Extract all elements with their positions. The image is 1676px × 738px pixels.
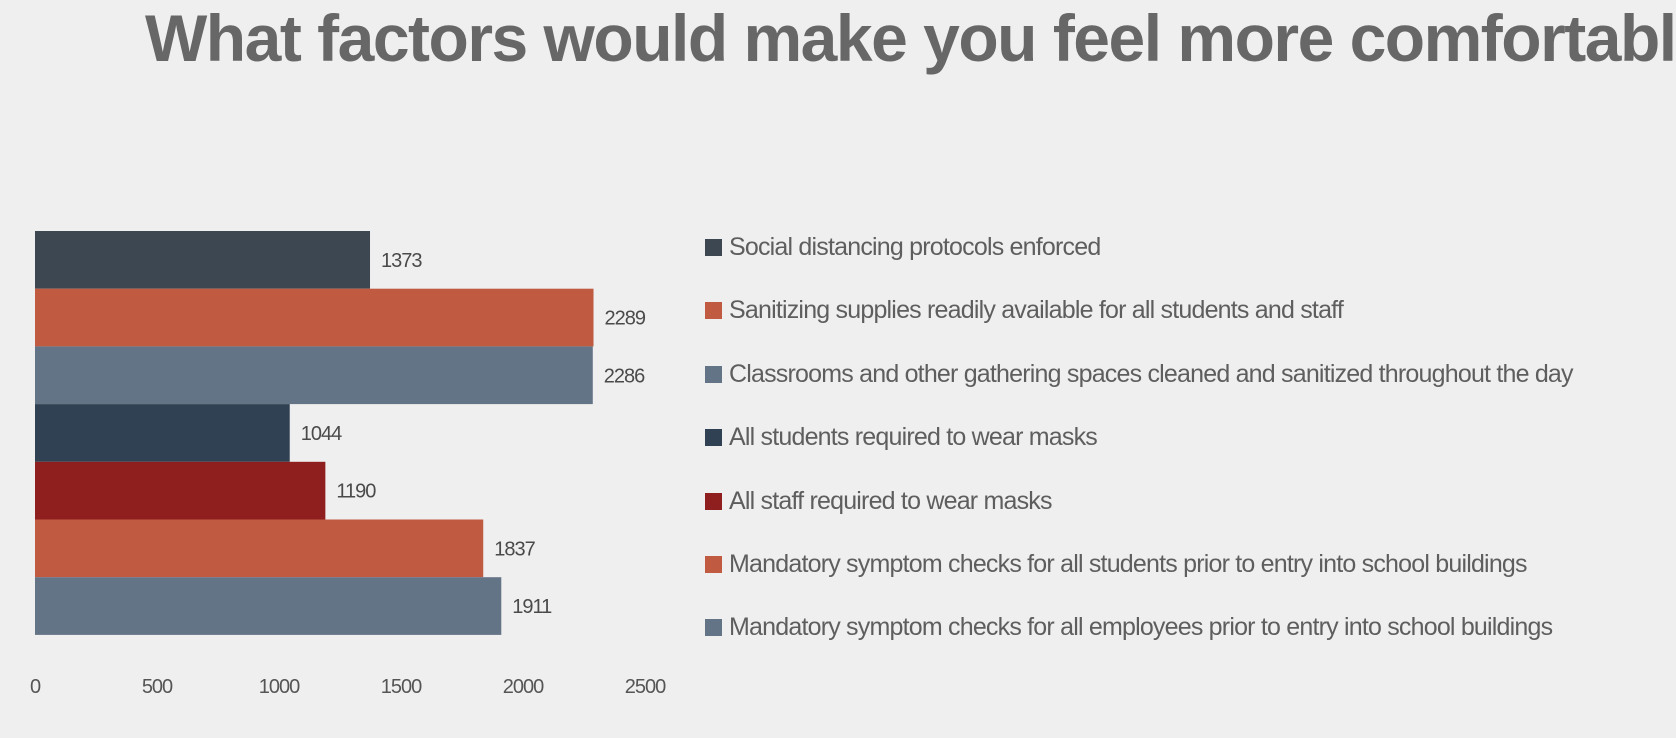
legend-label: Social distancing protocols enforced [729,233,1101,261]
legend-label: Sanitizing supplies readily available fo… [729,296,1344,325]
bar-7 [35,577,502,635]
legend-item-7: Mandatory symptom checks for all employe… [705,612,1665,675]
bar-value-label-5: 1190 [336,481,376,503]
legend-item-5: All staff required to wear masks [705,486,1665,549]
x-tick-label: 2000 [503,676,544,698]
legend-item-1: Social distancing protocols enforced [705,232,1665,295]
x-tick-label: 0 [30,676,41,698]
legend-label: Classrooms and other gathering spaces cl… [729,359,1574,388]
x-tick-label: 1000 [259,676,300,698]
legend-swatch [705,492,722,510]
bar-3 [35,346,593,405]
x-tick-label: 1500 [381,676,422,698]
bar-5 [35,461,326,520]
x-tick-label: 500 [142,676,173,698]
legend-swatch [705,429,722,447]
bar-value-label-6: 1837 [494,538,535,560]
bar-4 [35,404,290,462]
legend-item-6: Mandatory symptom checks for all student… [705,549,1665,612]
x-tick-label: 2500 [625,676,666,698]
page-title: What factors would make you feel more co… [145,1,1676,75]
bar-1 [35,231,371,289]
legend-swatch [705,239,722,256]
legend-label: Mandatory symptom checks for all student… [729,549,1528,578]
legend-swatch [705,302,722,320]
bar-value-label-2: 2289 [605,308,646,330]
legend-swatch [705,555,722,573]
legend-item-3: Classrooms and other gathering spaces cl… [705,359,1665,422]
legend-item-2: Sanitizing supplies readily available fo… [705,295,1665,358]
legend-swatch [705,365,722,383]
legend-label: All staff required to wear masks [729,486,1053,515]
bar-value-label-3: 2286 [604,365,645,387]
legend-swatch [705,619,722,637]
legend-label: Mandatory symptom checks for all employe… [729,613,1553,642]
chart-legend: Social distancing protocols enforced Sani… [705,232,1665,676]
bar-value-label-4: 1044 [301,423,342,445]
bar-6 [35,519,484,578]
bar-value-label-7: 1911 [512,596,552,618]
bar-chart: 1373 2289 2286 1044 1190 1837 1911 0 500 1000 1500… [30,231,667,698]
legend-item-4: All students required to wear masks [705,422,1665,485]
legend-label: All students required to wear masks [729,423,1098,452]
bar-value-label-1: 1373 [381,250,422,272]
bar-2 [35,288,594,347]
